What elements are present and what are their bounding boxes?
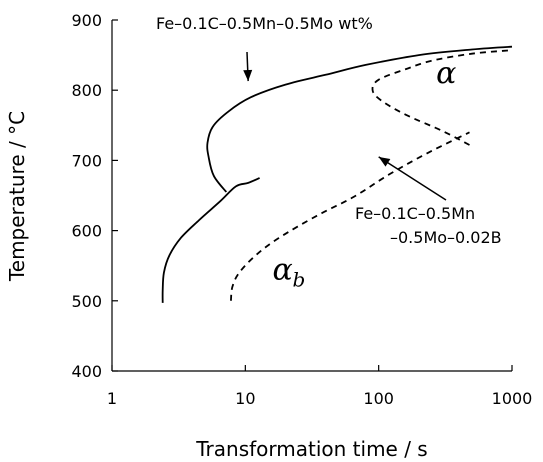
- phase-label-subscript: b: [293, 268, 306, 292]
- series-dashed-line-upper-branch: [371, 49, 513, 146]
- y-tick-label: 900: [71, 11, 102, 30]
- y-axis-title: Temperature / °C: [5, 111, 29, 282]
- y-tick-label: 400: [71, 362, 102, 381]
- x-tick-label: 1: [107, 389, 117, 408]
- x-tick-label: 100: [363, 389, 394, 408]
- series-dashed-line-lower-branch: [230, 131, 470, 301]
- x-tick-label: 1000: [492, 389, 533, 408]
- y-tick-label: 600: [71, 222, 102, 241]
- axes: [111, 20, 512, 372]
- annotation-arrowhead-base-alloy: [243, 69, 253, 82]
- y-tick-label: 800: [71, 81, 102, 100]
- series-solid-line-lower-branch: [161, 177, 260, 303]
- annotation-label-boron-alloy-line2: –0.5Mo–0.02B: [390, 228, 502, 247]
- y-tick-label: 500: [71, 292, 102, 311]
- ticks: 400 500 600 700 800 900 1 10 100 1000: [71, 11, 532, 408]
- annotation-label-boron-alloy-line1: Fe–0.1C–0.5Mn: [355, 204, 475, 223]
- phase-label-alpha: α: [436, 56, 456, 91]
- annotation-label-base-alloy: Fe–0.1C–0.5Mn–0.5Mo wt%: [156, 14, 373, 33]
- series-solid-line-upper-branch: [206, 45, 513, 193]
- phase-label-alpha-b: α: [273, 253, 293, 288]
- x-tick-label: 10: [235, 389, 255, 408]
- y-tick-label: 700: [71, 151, 102, 170]
- series-layer: [161, 45, 513, 303]
- annotation-layer: Fe–0.1C–0.5Mn–0.5Mo wt% Fe–0.1C–0.5Mn –0.5…: [156, 14, 502, 292]
- x-axis-title: Transformation time / s: [195, 437, 427, 461]
- annotation-arrow-boron-alloy: [378, 156, 447, 201]
- annotation-arrowhead-boron-alloy: [378, 156, 391, 167]
